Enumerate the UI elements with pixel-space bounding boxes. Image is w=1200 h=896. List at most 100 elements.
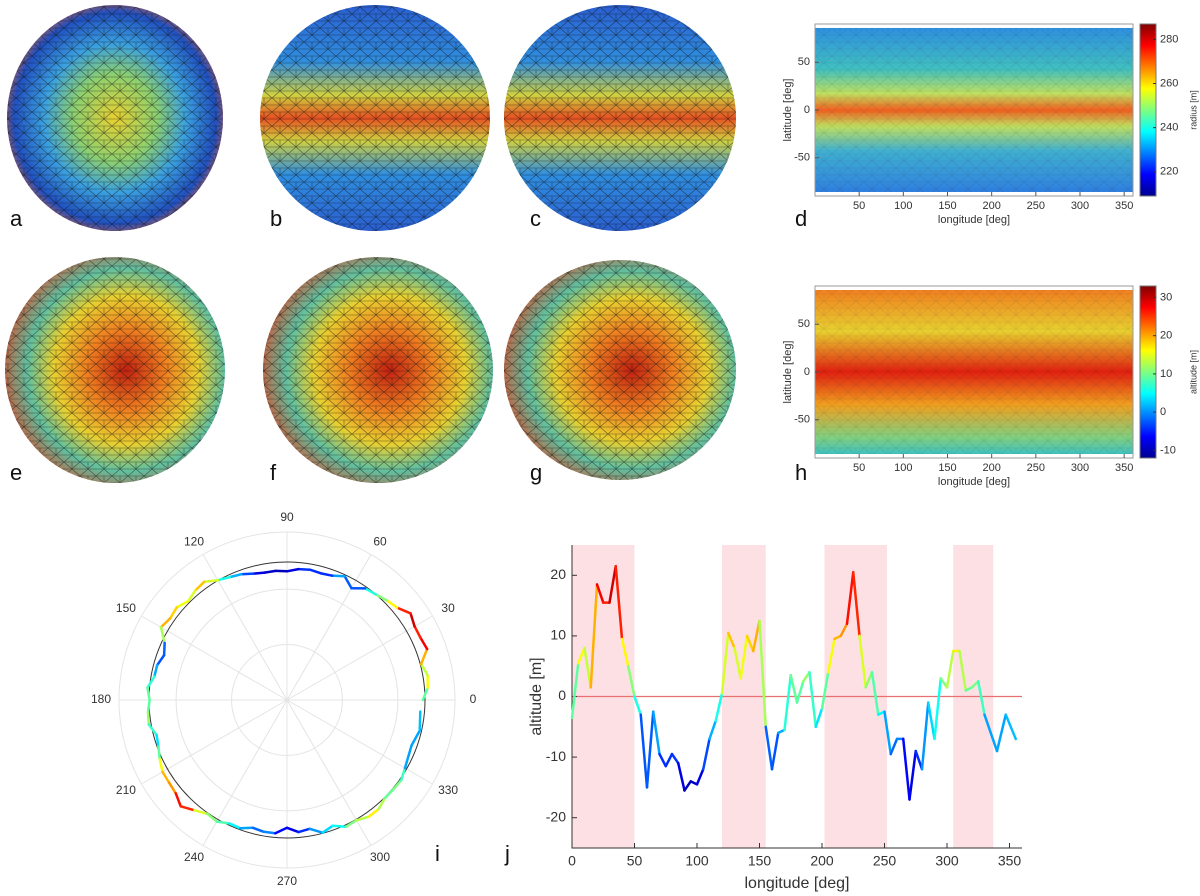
profile-segment [914,749,924,771]
x-tick-label: 250 [873,853,897,869]
polar-segment [285,567,300,573]
profile-segment [920,701,930,771]
x-tick-label: 250 [1027,462,1045,474]
profile-segment [958,649,967,692]
polar-segment [161,770,171,784]
x-tick-label: 50 [853,462,865,474]
profile-segment [727,631,736,650]
profile-segment [902,737,911,801]
polar-segment [146,710,150,726]
profile-segment [770,731,780,771]
x-tick-label: 100 [894,200,912,212]
polar-segment [215,820,231,825]
panel-label: a [10,206,23,231]
x-tick-label: 300 [935,853,959,869]
colorbar-tick-label: 240 [1160,122,1178,134]
profile-segment [577,646,586,665]
panel-label: f [270,460,277,485]
y-tick-label: -50 [794,152,810,164]
profile-segment [583,646,592,689]
polar-segment [385,599,399,609]
polar-tick-label: 240 [184,850,204,864]
asteroid-views [5,5,736,483]
x-tick-label: 350 [1115,462,1133,474]
profile-segment [764,725,774,771]
polar-tick-label: 300 [370,850,390,864]
polar-segment [179,805,196,812]
polar-segment [363,587,377,596]
profile-segment [845,571,855,626]
x-tick-label: 150 [938,462,956,474]
profile-segment [808,671,817,729]
polar-tick-label: 0 [470,692,477,706]
polar-segment [395,606,412,615]
profile-segment [1004,713,1017,741]
profile-segment [827,637,836,674]
polar-tick-label: 60 [373,535,387,549]
x-tick-label: 200 [982,462,1000,474]
polar-spoke [141,615,288,701]
profile-segment [664,752,674,768]
profile-segment [864,671,874,689]
panel-label: h [795,460,807,485]
polar-spoke [286,615,433,701]
profile-segment [870,671,880,716]
x-tick-label: 50 [853,200,865,212]
colorbar-tick-label: 10 [1160,368,1172,380]
profile-segment [977,680,986,716]
polar-segment [344,819,358,828]
profile-segment [945,649,955,689]
polar-segment [158,758,164,774]
y-tick-label: 0 [804,366,810,378]
mesh [7,5,223,231]
polar-segment [308,827,324,834]
profile-segment [683,780,692,792]
profile-segment [733,646,742,680]
polar-segment [321,824,335,834]
polar-spoke [286,699,372,846]
profile-segment [589,583,599,689]
polar-segment [216,575,231,582]
polar-spoke [286,554,372,701]
polar-segment [157,745,162,761]
profile-segment [745,634,755,653]
profile-segment [852,571,861,638]
y-axis-label: latitude [deg] [782,79,794,142]
profile-segment [883,710,892,756]
colorbar-label: altitude [m] [1188,350,1198,394]
y-tick-label: -50 [794,414,810,426]
x-tick-label: 350 [998,853,1022,869]
profile-segment [758,619,767,729]
polar-segment [146,675,156,690]
profile-segment [627,664,636,698]
colorbar-tick-label: 20 [1160,330,1172,342]
polar-segment [403,744,413,770]
polar-segment [274,826,289,835]
colorbar-label: radius [m] [1188,90,1198,130]
x-tick-label: 200 [982,200,1000,212]
polar-segment [355,815,370,822]
profile-segment [858,634,867,689]
polar-segment [392,778,403,791]
panel-label: b [270,206,282,231]
polar-spoke [202,554,288,701]
colorbar [1139,285,1157,459]
y-tick-label: 10 [550,627,566,643]
polar-segment [297,827,311,834]
y-tick-label: 0 [558,687,566,703]
y-tick-label: 0 [804,104,810,116]
profile-segment [927,701,936,741]
polar-spoke [286,699,433,785]
polar-segment [383,788,395,800]
x-tick-label: 300 [1071,462,1089,474]
profile-segment [720,631,730,695]
map-mesh [815,28,1133,192]
polar-segment [421,686,430,702]
profile-segment [714,692,724,722]
polar-tick-label: 120 [184,535,204,549]
polar-segment [319,572,334,577]
profile-segment [702,737,711,771]
y-tick-label: -20 [546,808,566,824]
polar-segment [409,612,416,628]
polar-segment [146,698,151,714]
